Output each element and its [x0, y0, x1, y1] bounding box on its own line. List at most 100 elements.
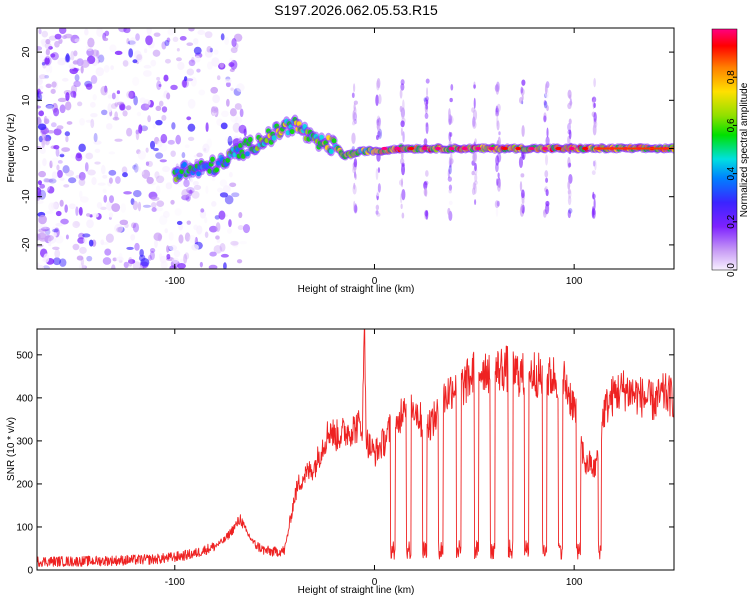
spectrogram-harmonic-blob	[567, 180, 571, 191]
spectrogram-noise-blob	[105, 123, 113, 130]
spectrogram-harmonic-blob	[471, 160, 475, 166]
spectrogram-noise-blob	[167, 28, 175, 36]
spectrogram-noise-blob	[106, 110, 110, 121]
spectrogram-peak	[461, 146, 468, 151]
spectrogram-noise-blob	[38, 90, 45, 99]
spectrogram-noise-blob	[70, 90, 77, 98]
spectrogram-noise-blob	[202, 143, 210, 154]
spectrogram-noise-blob	[161, 106, 168, 113]
spectrogram-noise-blob	[101, 109, 108, 116]
spectrogram-noise-blob	[76, 255, 84, 261]
spectrogram-noise-blob	[134, 166, 141, 172]
spectrogram-harmonic-blob	[424, 210, 429, 217]
spectrogram-noise-blob	[164, 58, 171, 64]
spectrogram-noise-blob	[153, 32, 161, 37]
spectrogram-noise-blob	[238, 211, 243, 219]
spectrogram-harmonic-blob	[401, 212, 405, 219]
spectrogram-peak	[381, 146, 388, 151]
spectrogram-harmonic-blob	[568, 208, 573, 214]
spectrogram-noise-blob	[121, 166, 128, 174]
spectrogram-harmonic-blob	[568, 118, 572, 125]
spectrogram-noise-blob	[78, 178, 86, 187]
snr-ylabel: SNR (10 * v/v)	[6, 417, 17, 481]
spectrogram-noise-blob	[176, 47, 180, 52]
spectrogram-harmonic-blob	[496, 178, 499, 186]
spectrogram-noise-blob	[226, 98, 230, 107]
spectrogram-harmonic-blob	[352, 110, 355, 122]
spectrogram-noise-blob	[72, 60, 79, 65]
spectrogram-peak	[434, 146, 441, 151]
spectrogram-harmonic-blob	[448, 184, 453, 191]
spectrogram-harmonic-blob	[591, 207, 596, 219]
spectrogram-harmonic-blob	[400, 120, 405, 128]
spectrogram-noise-blob	[186, 186, 195, 194]
spectrogram-noise-blob	[128, 256, 133, 267]
spectrogram-noise-blob	[147, 115, 151, 123]
spectrogram-harmonic-blob	[520, 203, 523, 212]
spectrogram-noise-blob	[172, 36, 179, 42]
spectrogram-harmonic-blob	[544, 170, 549, 178]
spectrogram-harmonic-blob	[497, 172, 500, 179]
spectrogram-noise-blob	[218, 210, 226, 220]
spectrogram-noise-blob	[72, 67, 80, 72]
spectrogram-noise-blob	[170, 150, 176, 157]
spectrogram-noise-blob	[213, 244, 223, 254]
spectrogram-noise-blob	[155, 152, 164, 159]
spectrogram-noise-blob	[52, 228, 59, 233]
spectrogram-noise-blob	[234, 103, 242, 110]
spectrogram-noise-blob	[224, 36, 230, 46]
spectrogram-noise-blob	[38, 74, 47, 80]
spectrogram-noise-blob	[152, 123, 157, 129]
spectrogram-harmonic-blob	[402, 99, 405, 111]
spectrogram-harmonic-blob	[591, 170, 596, 176]
spectrogram-noise-blob	[136, 54, 143, 61]
spectrogram-noise-blob	[242, 224, 251, 234]
spectrogram-harmonic-blob	[376, 78, 381, 89]
spectrogram-noise-blob	[193, 46, 202, 55]
spectrogram-harmonic-blob	[447, 207, 451, 216]
spectrogram-noise-blob	[131, 222, 137, 229]
spectrogram-harmonic-blob	[521, 94, 524, 101]
spectrogram-noise-blob	[66, 121, 73, 125]
spectrogram-peak	[515, 146, 522, 151]
spectrogram-noise-blob	[39, 237, 47, 242]
spectrogram-noise-blob	[78, 171, 86, 181]
spectrogram-peak	[582, 146, 589, 151]
snr-x-tick-label: -100	[165, 577, 185, 588]
spectrogram-noise-blob	[102, 174, 108, 179]
spectrogram-noise-blob	[51, 171, 58, 180]
spectrogram-harmonic-blob	[425, 78, 430, 84]
spectrogram-harmonic-blob	[402, 131, 405, 143]
spectrogram-harmonic-blob	[520, 173, 525, 178]
spectrogram-noise-blob	[65, 92, 70, 102]
spectrogram-noise-blob	[43, 253, 50, 263]
spectrogram-noise-blob	[184, 144, 190, 149]
spectrogram-noise-blob	[82, 233, 91, 238]
spectrogram-noise-blob	[87, 169, 96, 176]
spectrogram-noise-blob	[187, 136, 195, 141]
spectrogram-harmonic-blob	[401, 178, 404, 188]
spectrogram-noise-blob	[86, 219, 94, 229]
spectrogram-noise-blob	[48, 45, 53, 50]
spectrogram-noise-blob	[154, 239, 158, 248]
spectrogram-noise-blob	[216, 75, 221, 81]
spectrogram-harmonic-blob	[353, 200, 356, 211]
spectrogram-noise-blob	[204, 31, 213, 39]
spectrogram-harmonic-blob	[471, 187, 476, 196]
spectrogram-noise-blob	[126, 38, 130, 45]
spectrogram-noise-blob	[37, 161, 41, 172]
spectrogram-noise-blob	[150, 202, 157, 209]
spectrogram-noise-blob	[191, 56, 195, 63]
spectrogram-noise-blob	[132, 200, 139, 211]
spectrogram-harmonic-blob	[354, 119, 357, 125]
spectrogram-noise-blob	[58, 38, 63, 44]
spectrogram-noise-blob	[213, 49, 219, 55]
spectrogram-noise-blob	[164, 39, 170, 47]
spectrogram-noise-blob	[219, 62, 224, 68]
spectrogram-harmonic-blob	[400, 203, 403, 210]
spectrogram-noise-blob	[62, 77, 69, 82]
spectrogram-noise-blob	[229, 182, 237, 188]
spectrogram-noise-blob	[140, 257, 150, 267]
spectrogram-noise-blob	[156, 76, 161, 81]
spectrogram-noise-blob	[205, 122, 209, 133]
